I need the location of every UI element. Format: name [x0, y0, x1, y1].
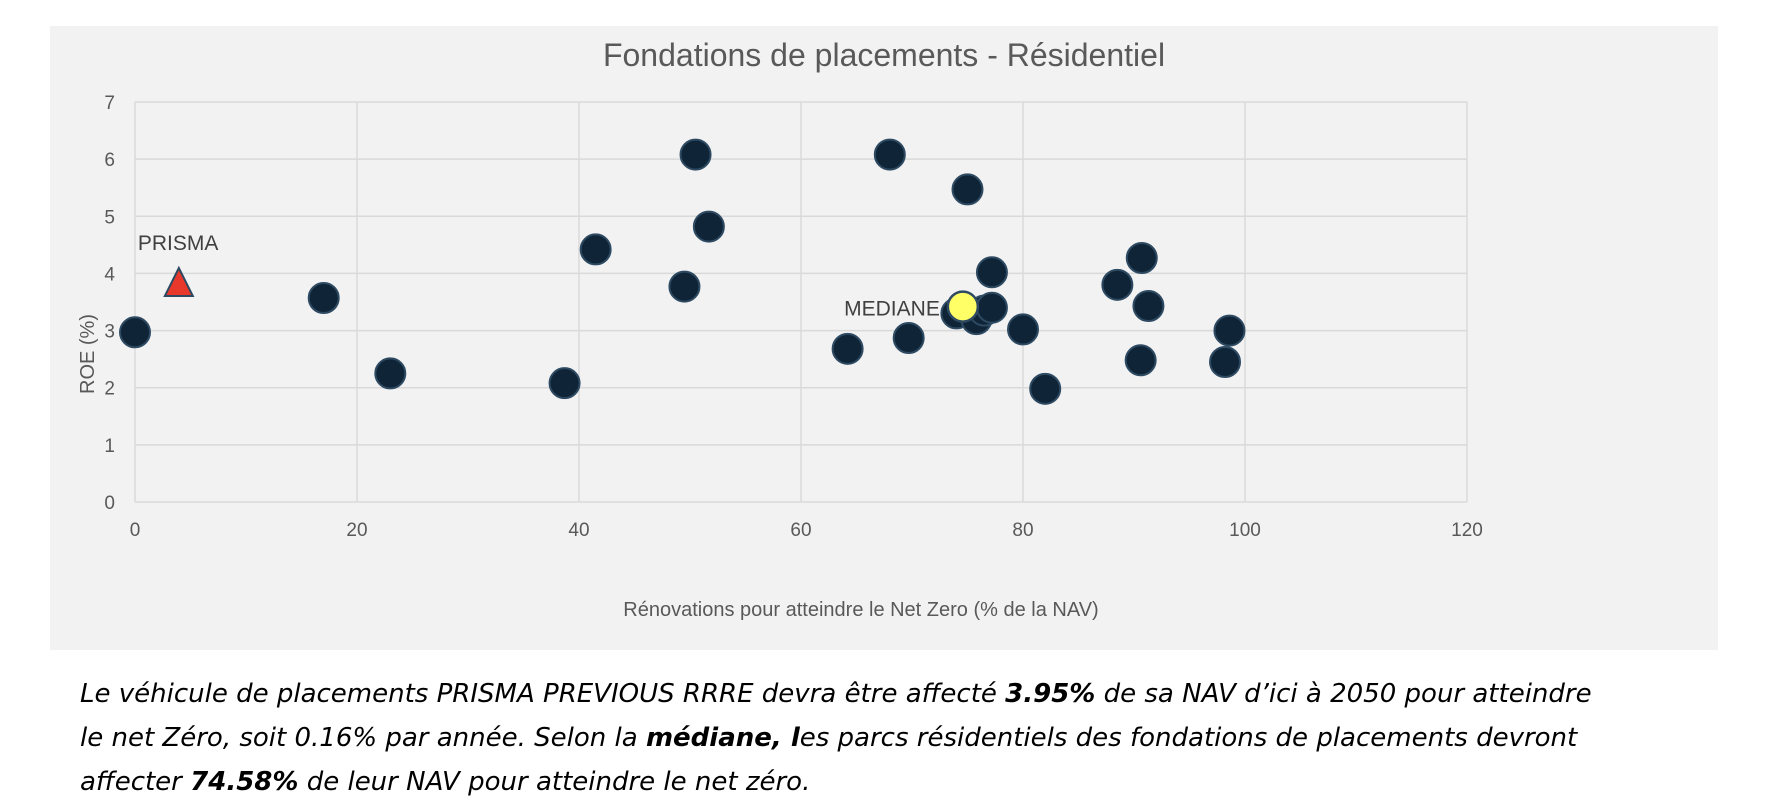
data-point — [975, 291, 1008, 324]
data-point — [1029, 372, 1062, 405]
grid-layer — [134, 101, 1468, 503]
data-point — [548, 367, 581, 400]
y-tick-label: 5 — [104, 207, 115, 228]
scatter-chart: Fondations de placements - Résidentiel 0… — [77, 37, 1483, 621]
data-point — [307, 282, 340, 314]
y-tick-label: 0 — [104, 493, 115, 514]
data-point — [892, 322, 925, 354]
y-tick-labels: 0 1 2 3 4 5 6 7 — [104, 93, 115, 514]
prisma-label: PRISMA — [138, 232, 219, 255]
y-tick-label: 6 — [104, 150, 115, 171]
caption-text: affecter — [80, 767, 191, 797]
caption-line-3: affecter 74.58% de leur NAV pour atteind… — [80, 767, 810, 797]
y-tick-label: 7 — [104, 93, 115, 114]
data-point — [975, 256, 1008, 289]
x-tick-label: 120 — [1451, 520, 1483, 541]
data-point — [679, 138, 712, 171]
caption-emphasis: médiane, l — [645, 723, 800, 753]
mediane-point — [946, 290, 980, 323]
caption-text: le net Zéro, soit 0.16% par année. Selon… — [80, 723, 646, 753]
x-tick-label: 60 — [790, 520, 811, 541]
data-point — [1213, 314, 1246, 347]
caption-emphasis: 3.95% — [1005, 679, 1096, 709]
data-point — [951, 173, 984, 206]
data-points — [119, 138, 1246, 405]
data-point — [579, 233, 612, 266]
caption-line-2: le net Zéro, soit 0.16% par année. Selon… — [80, 723, 1577, 753]
data-point — [1209, 346, 1242, 378]
data-point — [692, 210, 725, 243]
y-tick-label: 3 — [104, 322, 115, 343]
x-tick-labels: 0 20 40 60 80 100 120 — [130, 520, 1483, 541]
x-tick-label: 40 — [568, 520, 589, 541]
y-tick-label: 2 — [104, 379, 115, 400]
caption-emphasis: 74.58% — [190, 767, 299, 797]
caption-text: de sa NAV d’ici à 2050 pour atteindre — [1095, 679, 1592, 709]
caption-line-1: Le véhicule de placements PRISMA PREVIOU… — [80, 679, 1592, 709]
x-tick-label: 0 — [130, 520, 141, 541]
x-tick-label: 100 — [1229, 520, 1261, 541]
y-tick-label: 4 — [104, 264, 115, 285]
data-point — [119, 316, 151, 349]
prisma-point — [163, 265, 195, 297]
chart-panel: Fondations de placements - Résidentiel 0… — [50, 26, 1718, 650]
data-point — [1101, 268, 1134, 301]
mediane-label: MEDIANE — [844, 298, 940, 321]
caption-text: de leur NAV pour atteindre le net zéro. — [298, 767, 811, 797]
chart-caption: Le véhicule de placements PRISMA PREVIOU… — [80, 672, 1700, 804]
data-point — [374, 357, 407, 390]
caption-text: Le véhicule de placements PRISMA PREVIOU… — [80, 679, 1006, 709]
chart-title: Fondations de placements - Résidentiel — [603, 37, 1165, 73]
data-point — [1132, 290, 1165, 322]
y-tick-label: 1 — [104, 436, 115, 457]
y-axis-title: ROE (%) — [77, 314, 99, 394]
data-point — [1124, 344, 1157, 377]
x-tick-label: 80 — [1012, 520, 1033, 541]
data-point — [668, 270, 701, 303]
data-point — [831, 332, 864, 365]
data-point — [873, 138, 906, 171]
x-tick-label: 20 — [346, 520, 367, 541]
data-point — [1007, 313, 1039, 346]
data-point — [1125, 242, 1158, 274]
x-axis-title: Rénovations pour atteindre le Net Zero (… — [623, 599, 1098, 621]
caption-text: es parcs résidentiels des fondations de … — [799, 723, 1578, 753]
